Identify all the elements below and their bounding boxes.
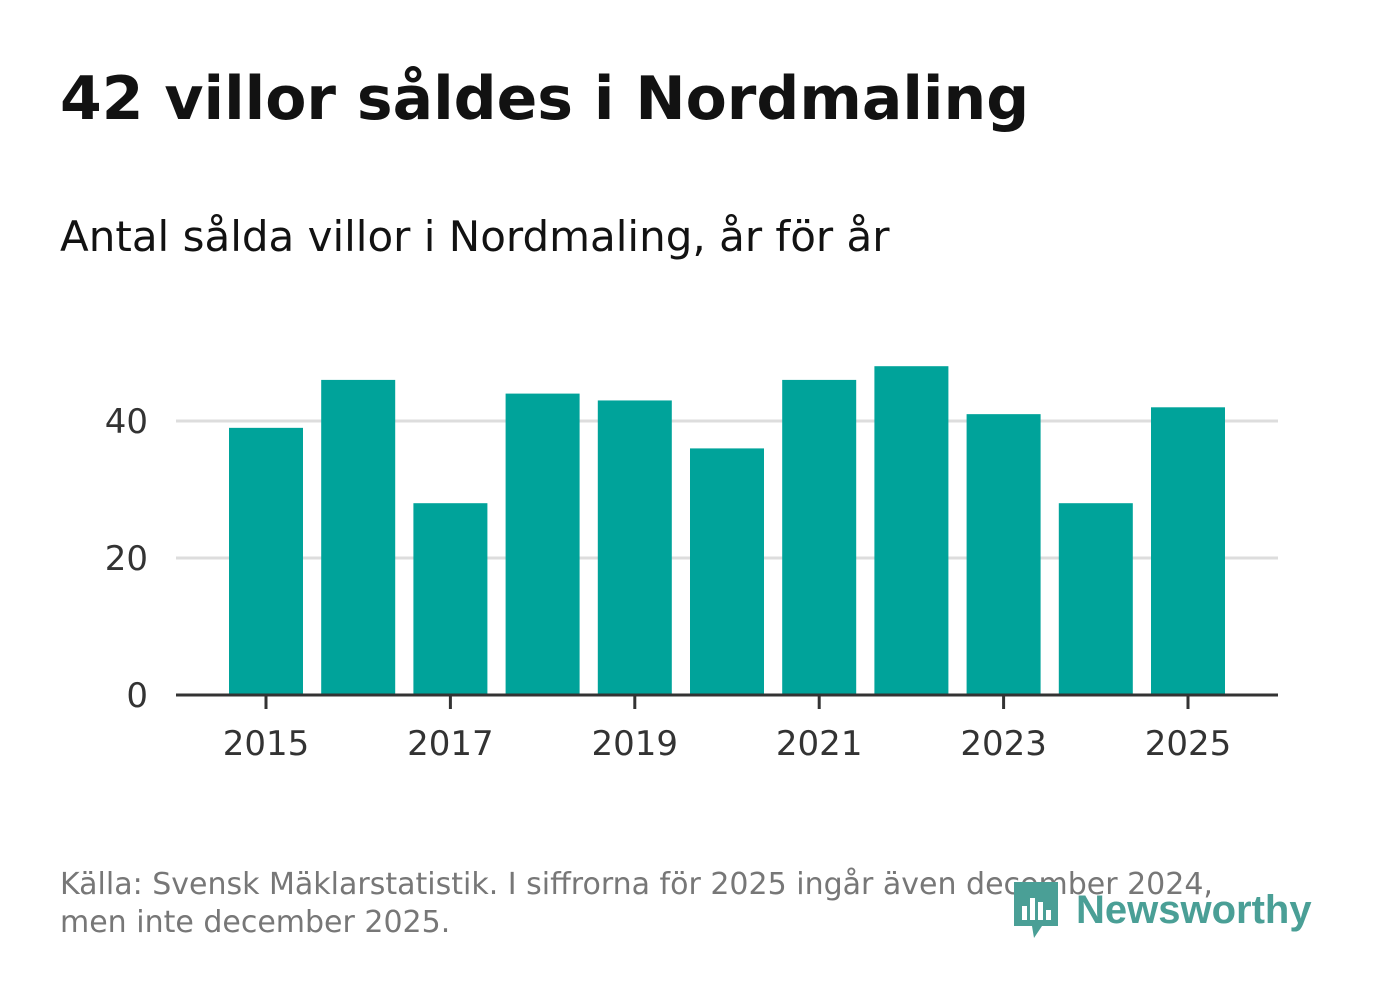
bar-2025: [1151, 407, 1225, 695]
x-tick-label: 2025: [1145, 724, 1232, 764]
bar-2016: [321, 379, 396, 695]
x-tick-label: 2019: [592, 724, 679, 764]
logo-wordmark: Newsworthy: [1076, 887, 1312, 932]
bar-2021: [782, 379, 857, 695]
y-tick-label: 0: [126, 676, 148, 716]
x-tick-label: 2017: [407, 724, 494, 764]
x-tick-label: 2023: [960, 724, 1047, 764]
y-tick-label: 20: [105, 539, 148, 579]
newsworthy-logo: Newsworthy: [1012, 878, 1312, 942]
y-tick-label: 40: [105, 402, 148, 442]
x-tick-label: 2021: [776, 724, 863, 764]
bars: [229, 366, 1225, 695]
chart-title: 42 villor såldes i Nordmaling: [60, 64, 1030, 134]
x-tick-label: 2015: [223, 724, 310, 764]
bar-2022: [874, 366, 949, 695]
bar-2023: [966, 414, 1041, 695]
axes: 0 20 40 2015 2017 2019 2021 2023 2025: [105, 402, 1278, 764]
newsworthy-logo-icon: [1014, 882, 1058, 938]
bar-2020: [690, 448, 764, 695]
bar-2024: [1058, 503, 1133, 695]
bar-2018: [505, 393, 580, 695]
chart-subtitle: Antal sålda villor i Nordmaling, år för …: [60, 212, 890, 261]
bar-chart: 0 20 40 2015 2017 2019 2021 2023 2025: [105, 366, 1278, 764]
source-note-line-2: men inte december 2025.: [60, 905, 451, 940]
bar-2015: [229, 427, 303, 695]
bar-2017: [413, 503, 488, 695]
bar-2019: [597, 400, 672, 695]
